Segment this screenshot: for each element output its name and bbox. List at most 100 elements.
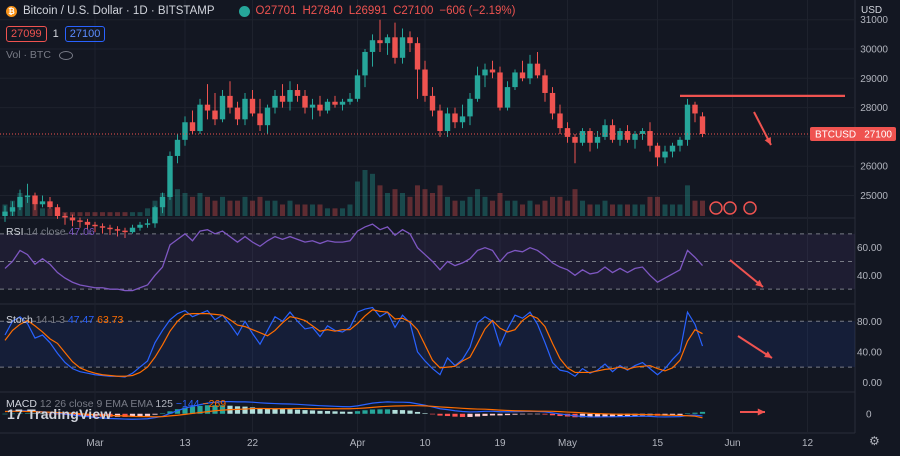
candle-body [47, 201, 53, 208]
volume-bar [47, 208, 53, 216]
candle-body [549, 92, 556, 114]
candle-body [204, 104, 211, 111]
candle-body [294, 90, 301, 96]
volume-bar [700, 200, 705, 216]
candle-body [257, 113, 263, 126]
macd-hist-bar [2, 413, 8, 415]
bid-price[interactable]: 27099 [6, 26, 47, 42]
volume-bar [535, 204, 540, 216]
volume-bar [400, 193, 405, 216]
price-tick-label: 30000 [860, 45, 888, 56]
candle-body [669, 145, 676, 152]
volume-bar [107, 212, 113, 216]
candle-body [444, 113, 451, 132]
price-tick-label: 26000 [860, 162, 888, 173]
ohlc-change: −606 (−2.19%) [439, 5, 516, 17]
last-price-symbol: BTCUSD [815, 129, 856, 140]
macd-hist-bar [519, 413, 526, 415]
macd-hist-bar [197, 405, 203, 414]
candle-body [309, 104, 316, 108]
volume-bar [212, 200, 218, 216]
macd-hist-bar [677, 413, 683, 415]
us-flag-event-icon [743, 201, 757, 215]
price-tick-label: 31000 [860, 15, 888, 26]
hide-eye-icon[interactable] [58, 50, 73, 60]
macd-hist-bar [347, 411, 353, 414]
volume-bar [385, 193, 390, 216]
macd-pane[interactable] [2, 401, 706, 420]
settings-gear-icon[interactable]: ⚙ [869, 434, 880, 448]
candle-body [639, 131, 646, 134]
volume-bar [685, 185, 690, 216]
stoch-legend[interactable]: Stoch 14 1 3 47.47 63.73 [6, 314, 123, 326]
stoch-name: Stoch [6, 314, 33, 326]
candle-body [497, 72, 503, 108]
candle-body [384, 37, 391, 44]
candle-body [602, 125, 608, 137]
candle-body [77, 220, 83, 222]
candle-body [137, 224, 143, 228]
macd-hist-bar [452, 413, 458, 417]
symbol-title[interactable]: Bitcoin / U.S. Dollar · 1D · BITSTAMP [23, 5, 215, 17]
candle-body [692, 104, 698, 114]
candle-body [62, 216, 68, 218]
macd-hist-bar [392, 409, 398, 414]
candle-body [392, 37, 398, 58]
volume-bar [475, 189, 480, 216]
macd-hist-value: 125 [155, 398, 173, 410]
macd-hist-bar [422, 413, 428, 414]
candle-body [189, 122, 196, 132]
candle-body [32, 195, 38, 205]
macd-hist-bar [482, 413, 488, 416]
candle-body [144, 223, 151, 225]
macd-hist-bar [257, 408, 263, 414]
stoch-d-value: 63.73 [97, 314, 124, 326]
rsi-pane[interactable] [0, 223, 855, 292]
macd-hist-bar [309, 410, 316, 414]
time-tick-label: May [558, 438, 577, 449]
ask-price[interactable]: 27100 [64, 26, 106, 42]
volume-bar [580, 200, 585, 216]
volume-bar [280, 204, 285, 216]
candle-body [632, 133, 638, 140]
macd-hist-bar [249, 407, 256, 414]
macd-value: −144 [175, 398, 200, 410]
stoch-tick-label: 0.00 [863, 378, 883, 389]
volume-bar [550, 196, 555, 216]
arrow-head [755, 279, 763, 287]
volume-bar [205, 196, 210, 216]
price-pane[interactable] [0, 19, 855, 238]
macd-hist-bar [129, 413, 136, 417]
macd-hist-bar [9, 413, 16, 415]
rsi-legend[interactable]: RSI 14 close 47.06 [6, 226, 95, 238]
volume-bar [137, 212, 143, 216]
axes: 25000260002700028000290003000031000Mar13… [86, 15, 896, 449]
candle-body [594, 136, 601, 143]
currency-label[interactable]: USD [861, 5, 883, 16]
macd-line [4, 401, 703, 420]
candle-body [249, 98, 256, 114]
candle-body [489, 69, 496, 73]
candle-body [609, 125, 616, 140]
time-tick-label: Apr [350, 438, 366, 449]
macd-hist-bar [279, 409, 286, 414]
volume-bar [632, 204, 638, 216]
stoch-pane[interactable] [0, 306, 855, 378]
macd-hist-bar [609, 413, 616, 417]
macd-hist-bar [152, 413, 158, 415]
candle-body [159, 196, 166, 208]
candle-body [264, 107, 271, 126]
volume-legend[interactable]: Vol · BTC [6, 49, 73, 61]
volume-bar [490, 200, 495, 216]
macd-legend[interactable]: MACD 12 26 close 9 EMA EMA 125 −144 −269 [6, 398, 226, 410]
ohlc-open: O27701 [255, 5, 297, 17]
volume-bar [190, 196, 195, 216]
stoch-k-value: 47.47 [67, 314, 95, 326]
macd-hist-bar [324, 411, 331, 414]
candle-body [152, 207, 158, 224]
macd-hist-bar [624, 413, 631, 417]
volume-bar [422, 189, 428, 216]
last-price-tag [810, 126, 896, 141]
volume-bar [572, 189, 578, 216]
candle-body [557, 113, 563, 129]
